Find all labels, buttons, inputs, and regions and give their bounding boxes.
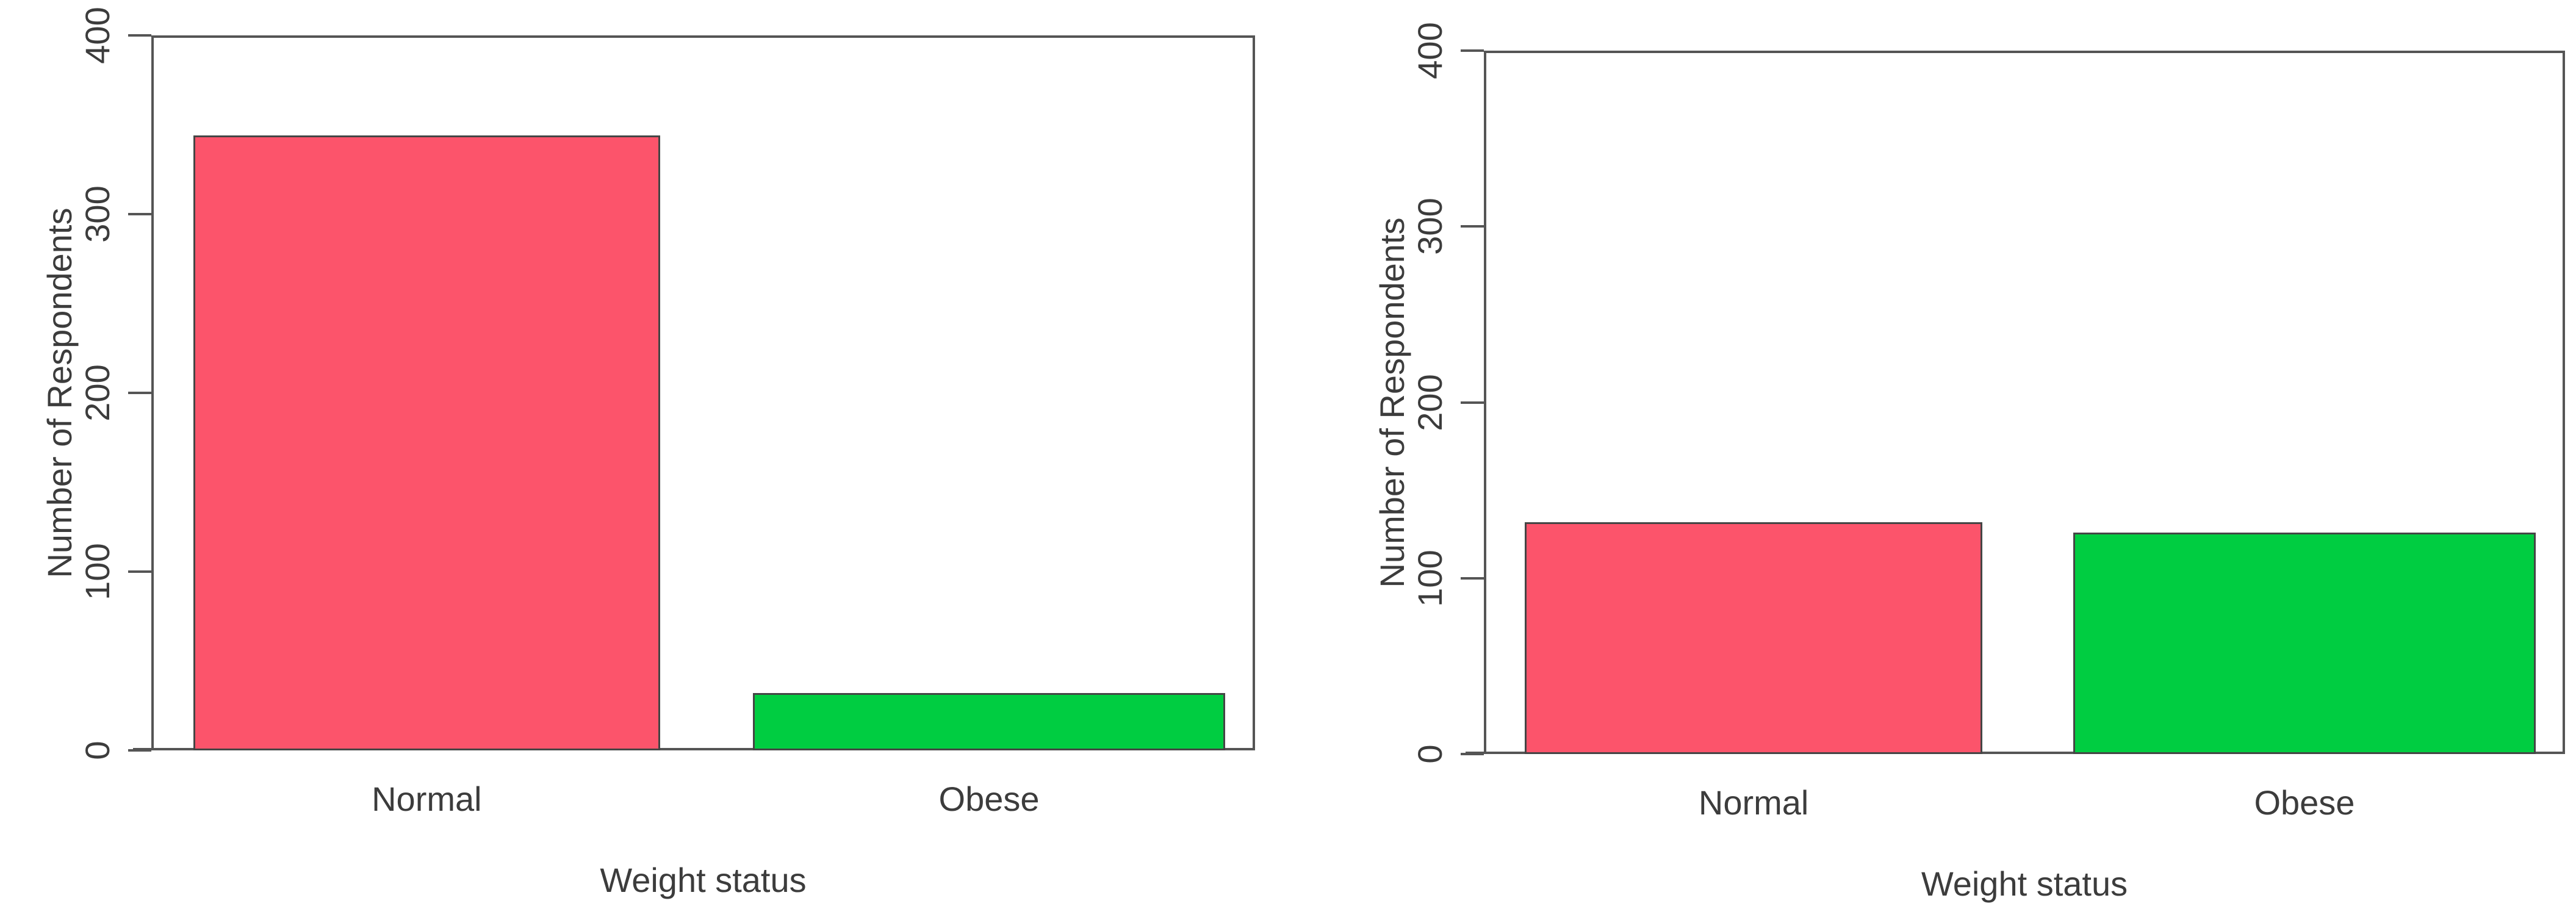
y-axis-tick bbox=[128, 392, 151, 394]
y-axis-tick-label: 400 bbox=[78, 7, 117, 64]
bar-obese bbox=[752, 693, 1226, 750]
y-axis-tick-label: 0 bbox=[1411, 744, 1449, 764]
y-axis-tick bbox=[128, 213, 151, 215]
y-axis-tick bbox=[1461, 577, 1484, 580]
y-axis-tick bbox=[1461, 753, 1484, 755]
y-axis-title: Number of Respondents bbox=[40, 207, 79, 578]
y-axis-title: Number of Respondents bbox=[1373, 217, 1411, 588]
bar-normal bbox=[193, 135, 660, 750]
y-axis-tick bbox=[128, 570, 151, 573]
y-axis-tick bbox=[1461, 225, 1484, 228]
y-axis-tick-label: 200 bbox=[1411, 373, 1449, 431]
y-axis-tick-label: 300 bbox=[1411, 198, 1449, 255]
bar-normal bbox=[1525, 522, 1982, 754]
y-axis-tick-label: 100 bbox=[78, 543, 117, 600]
y-axis-tick-label: 100 bbox=[1411, 550, 1449, 607]
y-axis-tick-label: 400 bbox=[1411, 22, 1449, 79]
x-axis-title: Weight status bbox=[600, 861, 807, 899]
y-axis-tick bbox=[128, 749, 151, 752]
y-axis-tick bbox=[1461, 401, 1484, 404]
y-axis-tick bbox=[128, 34, 151, 37]
y-axis-tick-label: 0 bbox=[78, 741, 117, 760]
y-axis-tick-label: 300 bbox=[78, 185, 117, 243]
x-axis-category-label: Normal bbox=[1698, 783, 1809, 822]
y-axis-tick bbox=[1461, 49, 1484, 52]
x-axis-category-label: Obese bbox=[938, 780, 1040, 818]
x-axis-category-label: Obese bbox=[2254, 783, 2355, 822]
bar-obese bbox=[2073, 532, 2536, 754]
y-axis-tick-label: 200 bbox=[78, 364, 117, 422]
x-axis-title: Weight status bbox=[1921, 864, 2128, 903]
x-axis-category-label: Normal bbox=[372, 780, 482, 818]
